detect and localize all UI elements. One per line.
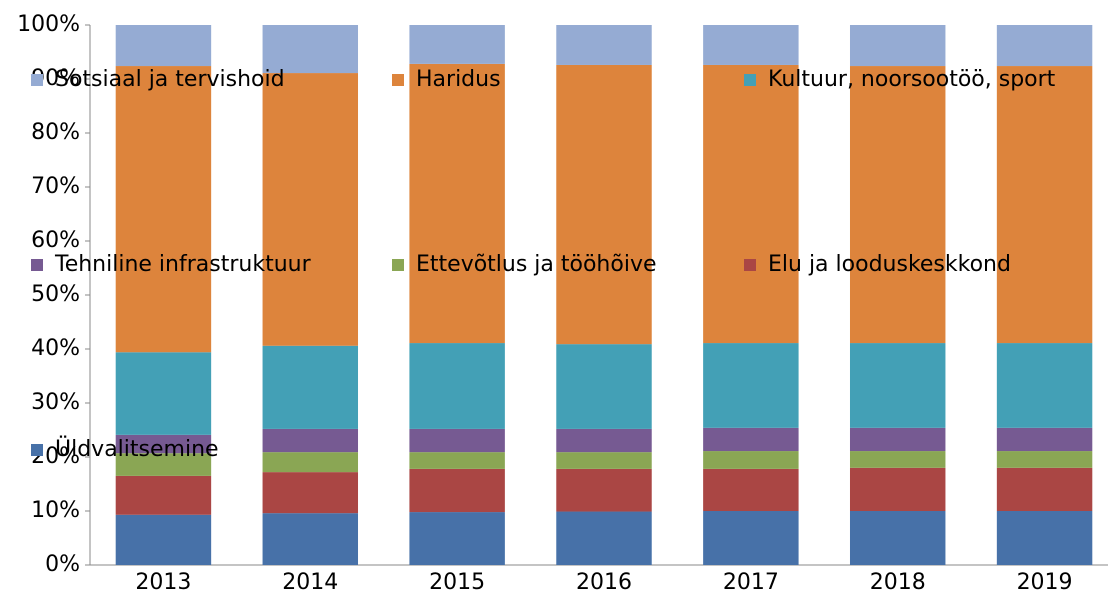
bar-segment xyxy=(703,451,799,469)
legend-label: Kultuur, noorsootöö, sport xyxy=(768,67,1056,92)
bar-segment xyxy=(115,514,212,565)
bar-segment xyxy=(409,468,505,513)
x-tick-label: 2018 xyxy=(870,570,926,595)
x-tick-label: 2016 xyxy=(576,570,632,595)
bar-segment xyxy=(556,452,652,469)
bar-segment xyxy=(996,467,1093,511)
bar-segment xyxy=(115,475,212,515)
y-tick-label: 40% xyxy=(31,336,80,361)
bar-segment xyxy=(409,512,505,565)
y-tick-label: 30% xyxy=(31,390,80,415)
bar-segment xyxy=(262,513,359,565)
legend-swatch xyxy=(31,74,43,86)
y-tick-label: 0% xyxy=(45,552,80,577)
bar-segment xyxy=(703,468,799,511)
bar-segment xyxy=(849,25,946,67)
bar-segment xyxy=(556,428,652,453)
bar-segment xyxy=(262,472,359,514)
bar-segment xyxy=(996,511,1093,565)
bar-segment xyxy=(262,25,359,74)
bar-segment xyxy=(996,451,1093,468)
bar-segment xyxy=(262,73,359,346)
legend-swatch xyxy=(744,74,756,86)
legend-swatch xyxy=(31,259,43,271)
bar-segment xyxy=(115,25,212,67)
bar-segment xyxy=(115,453,212,476)
y-tick-label: 10% xyxy=(31,498,80,523)
legend-label: Haridus xyxy=(416,67,501,92)
y-tick-label: 60% xyxy=(31,228,80,253)
bar-segment xyxy=(556,468,652,512)
bar-segment xyxy=(115,66,212,353)
x-tick-label: 2017 xyxy=(723,570,779,595)
x-tick-label: 2014 xyxy=(282,570,338,595)
bar-segment xyxy=(703,343,799,428)
legend-swatch xyxy=(31,444,43,456)
bar-segment xyxy=(703,25,799,65)
bar-segment xyxy=(556,64,652,345)
bar-segment xyxy=(409,63,505,344)
bar-segment xyxy=(996,343,1093,428)
y-tick-label: 80% xyxy=(31,120,80,145)
legend-label: Tehniline infrastruktuur xyxy=(54,252,312,277)
bar-segment xyxy=(996,427,1093,452)
legend-swatch xyxy=(392,259,404,271)
bar-segment xyxy=(115,434,212,454)
x-tick-label: 2015 xyxy=(429,570,485,595)
bar-segment xyxy=(556,25,652,65)
bar-segment xyxy=(849,343,946,428)
bar-segment xyxy=(849,451,946,468)
bar-segment xyxy=(703,427,799,452)
legend-swatch xyxy=(744,259,756,271)
bar-segment xyxy=(703,64,799,344)
bar-segment xyxy=(996,66,1093,344)
bar-segment xyxy=(703,511,799,565)
legend-label: Elu ja looduskeskkond xyxy=(768,252,1011,277)
bar-segment xyxy=(556,511,652,565)
bar-segment xyxy=(409,428,505,453)
y-tick-label: 70% xyxy=(31,174,80,199)
bar-segment xyxy=(849,467,946,511)
bar-segment xyxy=(849,66,946,344)
legend-swatch xyxy=(392,74,404,86)
bar-segment xyxy=(996,25,1093,67)
bar-segment xyxy=(262,345,359,429)
x-tick-label: 2013 xyxy=(135,570,191,595)
bar-segment xyxy=(849,511,946,565)
bar-segment xyxy=(262,428,359,453)
y-tick-label: 50% xyxy=(31,282,80,307)
bar-segment xyxy=(556,344,652,429)
legend-label: Üldvalitsemine xyxy=(55,436,219,462)
bar-segment xyxy=(409,452,505,469)
bar-segment xyxy=(262,452,359,473)
bar-segment xyxy=(409,343,505,429)
legend-label: Ettevõtlus ja tööhõive xyxy=(416,252,657,277)
bar-segment xyxy=(409,25,505,64)
x-tick-label: 2019 xyxy=(1017,570,1073,595)
legend-label: Sotsiaal ja tervishoid xyxy=(55,67,285,92)
bar-segment xyxy=(849,427,946,452)
bar-segment xyxy=(115,352,212,435)
y-tick-label: 100% xyxy=(17,12,80,37)
